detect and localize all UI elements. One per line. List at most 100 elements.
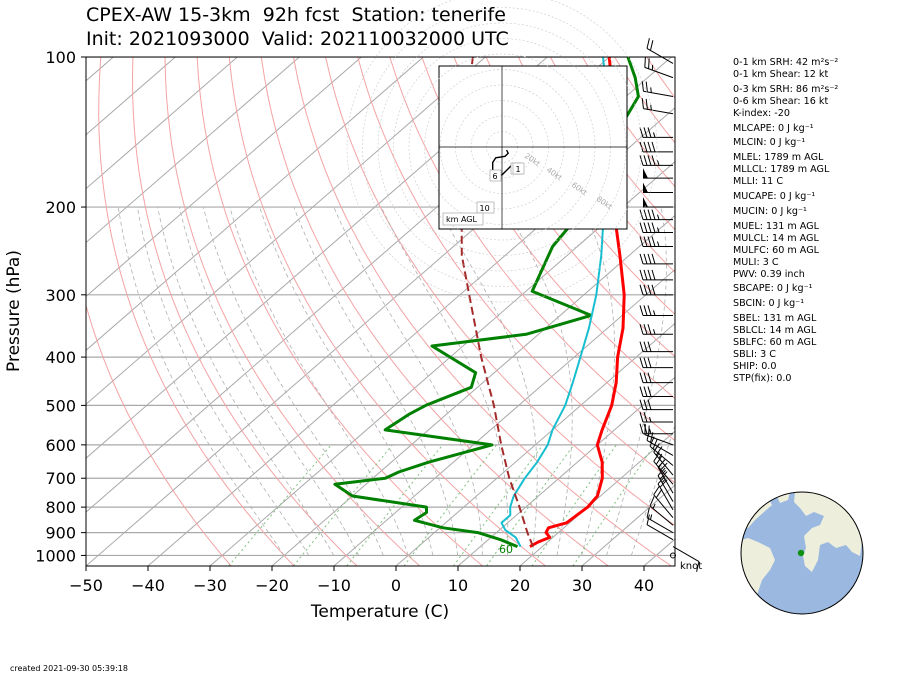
wind-barb-full [643,372,648,383]
wind-barb-staff [643,90,674,97]
wind-barb-half [650,104,652,111]
wind-barb-half [649,514,653,520]
moist-adiabat-line [157,206,335,556]
mixing-ratio-line [293,444,393,566]
wind-barb [643,197,673,208]
wind-barb-staff [657,466,674,494]
wind-barbs [639,38,700,572]
wind-units-label: knot [680,561,702,572]
wind-barb [657,467,674,502]
isotherm-line [86,57,362,298]
wind-barb-full [647,341,652,352]
plot-frame [85,56,676,567]
wind-barb-full [647,141,652,153]
wind-barb-full [643,253,648,264]
wind-barb-staff [653,461,674,485]
x-tick-label: 30 [572,576,592,595]
dry-adiabat-line [196,57,483,566]
wind-barb [643,182,673,193]
wind-barb [639,357,673,369]
wind-barb [646,507,674,534]
x-tick-label: −30 [193,576,227,595]
isotherm-line [209,160,675,566]
wind-barb-full [647,236,652,247]
stability-index-row: SBLCL: 14 m AGL [733,325,817,337]
hodograph-units-label: km AGL [446,215,478,224]
dry-adiabat-line [325,57,675,527]
wind-barb [643,168,673,179]
wind-barb [653,452,674,485]
chart-title-line2: Init: 2021093000 Valid: 202110032000 UTC [86,28,509,50]
isotherm-line [395,322,675,566]
wind-barb [641,80,674,97]
wind-barb-full [653,485,660,495]
wind-barb-full [639,372,644,383]
moist-adiabat-line [259,206,434,556]
stability-index-row: SBEL: 131 m AGL [733,313,817,325]
hodograph-ring [362,7,642,287]
wind-barb-full [639,324,644,335]
y-tick-label: 600 [45,436,76,455]
wind-barb-full [644,424,646,435]
wind-barb-full [647,399,652,410]
wind-barb-full [643,127,648,138]
wind-barb [639,372,673,384]
wind-barb-full [647,127,652,138]
wind-barb-full [639,236,644,247]
wind-barb-half [657,227,660,233]
dry-adiabat-line [98,57,295,566]
hodograph-trace [492,149,514,176]
wind-barb-full [639,305,644,316]
wind-barb-full [647,386,652,397]
wind-barb-half [652,503,656,509]
wind-barb-flag [643,168,648,179]
wind-barb-half [650,87,652,93]
hodograph-marker-box [489,169,502,182]
wind-barb-half [658,453,663,459]
wind-barb [646,38,674,64]
wind-barb [639,209,673,221]
x-tick-label: 0 [391,576,401,595]
wind-barb [639,324,673,335]
wind-barb-full [639,341,644,352]
wind-barb-full [647,222,652,233]
mixing-ratio-line [403,444,497,566]
wind-barb-full [651,209,656,220]
wind-barb-full [643,305,648,316]
station-marker [797,549,805,557]
moist-adiabat-line [380,206,509,556]
wind-barb-full [639,155,644,166]
wind-barb-staff [644,66,674,79]
wind-barb-half [653,132,656,138]
y-tick-label: 900 [45,524,76,543]
stability-index-row: MLCAPE: 0 J kg⁻¹ [733,122,814,134]
wind-barb-staff [653,451,674,476]
wind-barb-full [647,253,652,264]
isotherm-line [519,430,675,566]
isotherm-line [147,107,675,566]
hodograph-ring [346,0,658,303]
hodograph-marker-box [512,162,525,175]
y-tick-label: 700 [45,469,76,488]
wind-barb-full [696,561,700,572]
wind-barb-half [657,160,660,166]
wind-barb [639,305,673,316]
wind-barb-full [639,386,644,397]
wind-barb-full [653,452,660,462]
wind-barb-full [651,155,656,166]
stability-index-row: 0-1 km Shear: 12 kt [733,68,829,80]
wind-barb-staff [644,434,674,446]
wind-barb-full [643,341,648,352]
mixing-ratio-line [346,444,443,566]
wind-barb-full [651,236,656,247]
stability-index-row: SBLFC: 60 m AGL [733,337,817,349]
wind-barb-full [655,488,663,499]
wind-barb-full [639,222,644,233]
wind-barb-full [647,305,652,316]
x-tick-label: 20 [510,576,530,595]
y-tick-label: 1000 [35,546,76,565]
wind-barb-half [657,214,660,220]
wind-barb-full [648,58,650,69]
x-tick-label: 40 [634,576,654,595]
